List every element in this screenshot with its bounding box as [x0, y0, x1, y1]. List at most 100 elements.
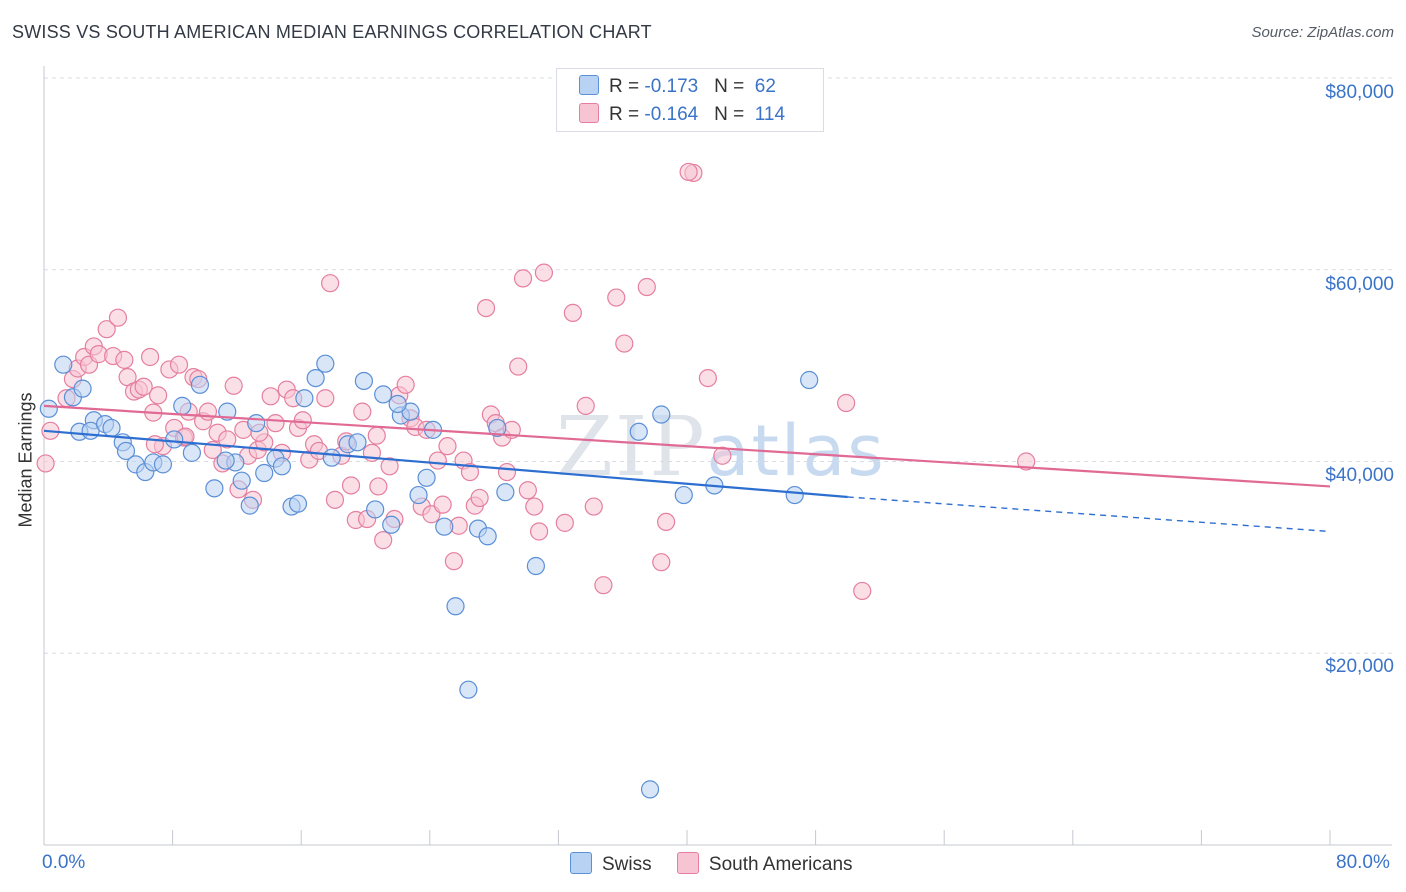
point-swiss-18 — [190, 375, 210, 394]
point-south-americans-56 — [341, 476, 361, 495]
point-south-americans-53 — [325, 490, 345, 509]
trendline-swiss — [43, 429, 848, 499]
point-swiss-1 — [54, 355, 73, 374]
point-south-americans-41 — [261, 387, 280, 406]
point-south-americans-107 — [837, 393, 856, 413]
trendline-south-americans — [43, 404, 1331, 488]
point-south-americans-98 — [607, 288, 626, 307]
point-south-americans-105 — [698, 368, 717, 388]
point-swiss-38 — [374, 385, 393, 404]
point-swiss-60 — [388, 394, 407, 414]
point-south-americans-92 — [534, 263, 554, 282]
point-swiss-17 — [182, 443, 201, 462]
point-swiss-52 — [526, 556, 545, 576]
point-swiss-14 — [153, 455, 173, 474]
legend-item-swiss[interactable]: Swiss — [570, 852, 652, 876]
point-swiss-36 — [354, 371, 373, 391]
point-swiss-22 — [232, 471, 251, 490]
sa-r-label: R = — [609, 104, 645, 125]
sa-n-value: 114 — [754, 104, 786, 125]
point-swiss-16 — [173, 396, 192, 415]
point-swiss-25 — [255, 463, 274, 483]
point-swiss-42 — [409, 485, 428, 505]
point-swiss-10 — [116, 441, 136, 461]
point-south-americans-72 — [428, 451, 447, 470]
point-south-americans-108 — [853, 581, 872, 601]
chart-title: SWISS VS SOUTH AMERICAN MEDIAN EARNINGS … — [12, 22, 652, 42]
swiss-swatch — [579, 75, 599, 95]
sa-n-label: N = — [714, 104, 750, 125]
stats-legend-row-south-americans: R = -0.164 N = 114 — [579, 103, 785, 127]
point-south-americans-75 — [444, 552, 464, 571]
legend-label-swiss: Swiss — [602, 854, 652, 875]
y-tick-label-60000: $60,000 — [1325, 274, 1394, 295]
point-south-americans-34 — [224, 376, 243, 395]
point-south-americans-111 — [145, 435, 165, 454]
point-south-americans-113 — [367, 426, 386, 445]
x-tick-label-min: 0.0% — [42, 852, 86, 873]
point-south-americans-61 — [369, 477, 388, 496]
point-swiss-0 — [39, 399, 58, 418]
point-south-americans-94 — [563, 303, 582, 322]
point-south-americans-81 — [476, 299, 496, 318]
chart-source: Source: ZipAtlas.com — [1251, 24, 1394, 41]
point-swiss-43 — [417, 468, 436, 487]
point-south-americans-97 — [594, 576, 613, 595]
point-south-americans-66 — [396, 375, 415, 394]
point-south-americans-52 — [321, 274, 340, 293]
point-swiss-55 — [652, 405, 671, 424]
point-south-americans-33 — [218, 430, 237, 449]
south-americans-swatch — [579, 103, 599, 123]
point-south-americans-23 — [169, 355, 189, 374]
point-south-americans-106 — [713, 446, 732, 465]
point-swiss-31 — [306, 368, 325, 388]
point-south-americans-42 — [266, 414, 285, 433]
point-south-americans-73 — [433, 495, 452, 514]
point-south-americans-91 — [530, 522, 549, 541]
point-south-americans-12 — [115, 350, 134, 369]
point-south-americans-63 — [380, 457, 399, 476]
point-swiss-56 — [674, 485, 693, 505]
point-south-americans-11 — [108, 308, 128, 327]
point-south-americans-104 — [679, 162, 698, 182]
point-swiss-47 — [459, 680, 478, 699]
point-south-americans-62 — [374, 531, 393, 550]
stats-legend: R = -0.173 N = 62 R = -0.164 N = 114 — [556, 68, 824, 132]
sa-r-value: -0.164 — [644, 104, 699, 125]
point-south-americans-90 — [525, 497, 544, 516]
point-swiss-57 — [785, 485, 804, 505]
y-tick-label-80000: $80,000 — [1325, 82, 1394, 103]
legend-swatch-south-americans — [676, 852, 699, 874]
point-swiss-58 — [800, 370, 819, 390]
point-swiss-54 — [640, 780, 660, 799]
point-south-americans-80 — [470, 488, 489, 508]
point-swiss-51 — [496, 483, 515, 502]
y-axis-label: Median Earnings — [15, 392, 36, 528]
point-swiss-49 — [478, 527, 497, 546]
point-south-americans-9 — [97, 320, 116, 339]
point-swiss-30 — [295, 389, 314, 408]
point-south-americans-16 — [134, 377, 153, 396]
point-swiss-46 — [446, 597, 465, 616]
point-swiss-19 — [205, 479, 224, 498]
point-south-americans-100 — [637, 277, 656, 297]
y-tick-label-40000: $40,000 — [1325, 465, 1394, 486]
series-legend: Swiss South Americans — [570, 852, 873, 876]
point-swiss-33 — [322, 448, 341, 467]
watermark-atlas: atlas — [706, 410, 886, 492]
point-swiss-39 — [382, 515, 401, 534]
point-south-americans-96 — [584, 497, 603, 516]
point-south-americans-74 — [438, 437, 457, 456]
point-south-americans-19 — [149, 386, 168, 405]
point-south-americans-47 — [293, 411, 312, 430]
point-swiss-24 — [247, 414, 266, 433]
x-tick-label-max: 80.0% — [1336, 852, 1390, 873]
point-south-americans-109 — [1017, 452, 1036, 471]
trendline-swiss-extension — [847, 496, 1331, 533]
point-swiss-50 — [488, 418, 507, 438]
stats-legend-row-swiss: R = -0.173 N = 62 — [579, 75, 776, 99]
legend-item-south-americans[interactable]: South Americans — [676, 852, 853, 876]
swiss-n-value: 62 — [754, 76, 776, 97]
point-south-americans-51 — [316, 389, 335, 408]
